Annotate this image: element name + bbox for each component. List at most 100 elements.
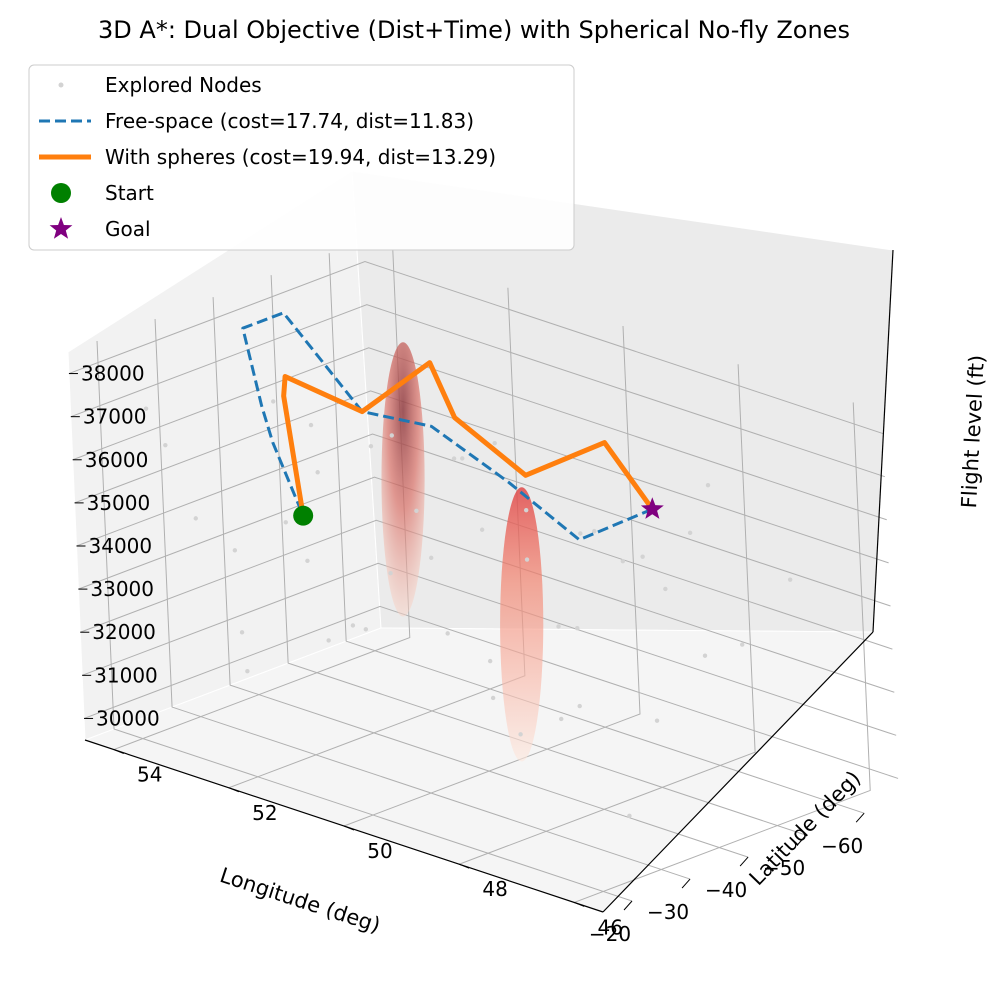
z-grid-line bbox=[78, 476, 893, 650]
explored-node bbox=[429, 555, 434, 561]
explored-node bbox=[490, 695, 496, 701]
explored-node bbox=[640, 554, 645, 559]
x-tick-mark bbox=[681, 878, 691, 889]
explored-node bbox=[451, 456, 457, 461]
explored-node bbox=[705, 482, 711, 488]
legend-swatch-nodes bbox=[58, 82, 64, 88]
x-grid-line bbox=[154, 319, 691, 880]
x-tick-label: −20 bbox=[589, 922, 631, 946]
z-tick-label: 32000 bbox=[92, 620, 156, 644]
x-axis-label: Longitude (deg) bbox=[217, 863, 383, 937]
start-marker bbox=[293, 505, 314, 526]
explored-node bbox=[239, 630, 245, 635]
explored-node bbox=[460, 456, 465, 461]
x-tick-mark bbox=[797, 834, 807, 845]
z-tick-label: 37000 bbox=[83, 405, 147, 429]
legend-swatch-start bbox=[51, 183, 71, 203]
x-tick-label: −50 bbox=[763, 856, 805, 880]
y-tick-mark bbox=[458, 863, 470, 869]
y-ticks: 46 48 50 52 54 bbox=[113, 749, 623, 939]
z-tick-label: 38000 bbox=[81, 362, 145, 386]
y-grid-line bbox=[343, 325, 641, 827]
y-tick-label: 46 bbox=[597, 915, 622, 939]
x-ticks: −60 −50 −40 −30 −20 bbox=[589, 812, 865, 946]
y-grid-line bbox=[574, 402, 871, 903]
y-axis-line bbox=[602, 631, 874, 913]
explored-node bbox=[271, 399, 276, 404]
x-tick-mark bbox=[739, 856, 749, 867]
z-grid-line bbox=[76, 433, 891, 607]
z-grid-line bbox=[81, 562, 897, 736]
explored-node bbox=[445, 631, 450, 636]
z-tick-label: 33000 bbox=[90, 577, 154, 601]
x-grid-line bbox=[270, 275, 807, 836]
explored-node bbox=[308, 422, 314, 428]
sphere-avoiding-path bbox=[281, 360, 655, 517]
explored-node bbox=[414, 508, 419, 513]
y-tick-label: 52 bbox=[252, 801, 277, 825]
explored-node bbox=[163, 442, 168, 448]
legend-label: Goal bbox=[105, 217, 151, 241]
z-tick-label: 30000 bbox=[96, 706, 160, 730]
explored-node bbox=[523, 507, 529, 513]
explored-node bbox=[687, 530, 693, 536]
explored-node bbox=[193, 516, 198, 521]
no-fly-sphere bbox=[381, 342, 425, 617]
explored-node bbox=[556, 624, 561, 629]
z-grid-line bbox=[80, 519, 895, 693]
explored-node bbox=[363, 627, 369, 632]
y-tick-mark bbox=[228, 787, 240, 793]
legend-label: Free-space (cost=17.74, dist=11.83) bbox=[105, 109, 474, 133]
y-tick-label: 48 bbox=[482, 877, 507, 901]
back-panes bbox=[67, 170, 894, 913]
explored-node bbox=[592, 528, 597, 534]
grid-lines bbox=[68, 249, 899, 903]
legend: Explored Nodes Free-space (cost=17.74, di… bbox=[28, 64, 575, 251]
explored-node bbox=[575, 625, 580, 631]
chart-title: 3D A*: Dual Objective (Dist+Time) with S… bbox=[98, 16, 850, 44]
z-grid-line bbox=[72, 347, 887, 521]
x-tick-label: −60 bbox=[821, 834, 863, 858]
legend-frame bbox=[28, 64, 575, 251]
explored-node bbox=[627, 813, 632, 819]
explored-node bbox=[389, 433, 394, 438]
no-fly-zones bbox=[381, 342, 544, 762]
z-tick-label: 31000 bbox=[94, 663, 158, 687]
z-axis-line bbox=[872, 249, 894, 633]
explored-node bbox=[740, 642, 745, 647]
y-tick-label: 50 bbox=[367, 839, 392, 863]
legend-label: With spheres (cost=19.94, dist=13.29) bbox=[105, 145, 496, 169]
y-grid-line bbox=[458, 364, 756, 865]
y-tick-mark bbox=[343, 825, 355, 831]
x-grid-line bbox=[328, 253, 865, 814]
z-grid-line bbox=[70, 304, 885, 478]
explored-node bbox=[326, 638, 331, 643]
legend-swatch-goal bbox=[49, 217, 73, 239]
explored-node bbox=[368, 444, 374, 449]
explored-nodes bbox=[143, 399, 793, 819]
explored-node bbox=[620, 559, 626, 564]
z-grid-line bbox=[74, 390, 889, 564]
explored-node bbox=[245, 669, 250, 674]
z-tick-label: 34000 bbox=[89, 534, 153, 558]
x-tick-label: −40 bbox=[705, 878, 747, 902]
z-axis-label: Flight level (ft) bbox=[957, 354, 989, 509]
explored-node bbox=[479, 527, 485, 532]
explored-node bbox=[305, 558, 310, 564]
paths bbox=[241, 311, 664, 542]
explored-node bbox=[232, 548, 238, 553]
z-tick-label: 36000 bbox=[85, 448, 149, 472]
y-tick-label: 54 bbox=[137, 763, 162, 787]
explored-node bbox=[350, 623, 356, 628]
explored-node bbox=[283, 520, 288, 525]
explored-node bbox=[524, 557, 530, 562]
x-grid-line bbox=[212, 297, 749, 858]
explored-node bbox=[143, 406, 149, 411]
explored-node bbox=[702, 653, 708, 658]
x-tick-label: −30 bbox=[647, 900, 689, 924]
legend-label: Start bbox=[105, 181, 154, 205]
z-grid-line bbox=[83, 605, 899, 779]
y-tick-mark bbox=[113, 749, 124, 755]
explored-node bbox=[787, 577, 793, 582]
